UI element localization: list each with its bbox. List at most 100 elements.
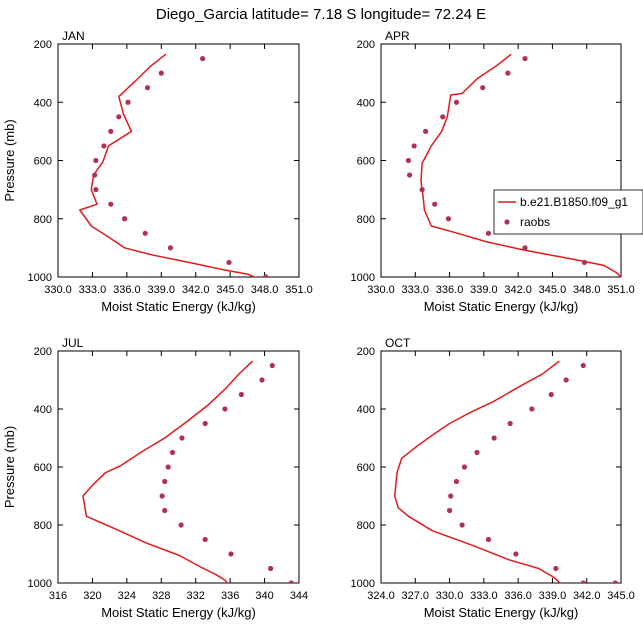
panel-jul-plot-area [82, 360, 294, 583]
panel-jul-xtick-label: 320 [83, 590, 101, 602]
panel-oct-xtick-label: 339.0 [539, 590, 567, 602]
panel-apr-raobs-point [522, 245, 528, 251]
panel-jan-raobs-point [226, 259, 232, 266]
panel-oct-raobs-point [553, 565, 559, 572]
panel-apr-xtick-label: 351.0 [607, 284, 635, 296]
panel-oct-raobs-point [485, 536, 492, 543]
panel-apr-raobs-point [581, 259, 588, 266]
panel-jul-label: JUL [62, 336, 84, 350]
panel-oct-raobs-point [612, 580, 618, 583]
panel-jan-ytick-label: 200 [34, 39, 52, 51]
panel-jan-raobs-point [144, 85, 151, 91]
panel-apr-raobs-point [419, 187, 425, 193]
panel-oct-raobs-point [446, 507, 453, 514]
panel-jul-raobs-point [159, 493, 165, 499]
panel-jan-raobs-point [167, 245, 174, 251]
panel-jul-raobs-point [228, 551, 234, 557]
panel-apr-ytick-label: 800 [357, 214, 375, 226]
panel-jul-raobs-point [162, 478, 168, 485]
panel-apr-raobs-point [411, 143, 417, 149]
panel-jul-ytick-label: 1000 [28, 578, 52, 590]
panel-jul-frame [57, 350, 300, 584]
panel-apr-xtick-label: 336.0 [436, 284, 464, 296]
panel-oct-ytick-label: 800 [357, 520, 375, 532]
panel-jul-raobs-point [269, 362, 275, 369]
panel-oct-raobs-point [474, 449, 480, 456]
panel-jan-raobs-point [200, 55, 206, 62]
panel-jul-xtick-label: 344 [290, 590, 308, 602]
panel-jan-raobs-point [108, 201, 114, 207]
panel-jan-xtick-label: 348.0 [251, 284, 279, 296]
legend-model-label: b.e21.B1850.f09_g1 [520, 195, 628, 209]
panel-oct-xtick-label: 333.0 [470, 590, 498, 602]
panel-jan-ytick-label: 800 [34, 214, 52, 226]
panel-apr-model-line [420, 53, 621, 277]
panel-jan-xtick-label: 342.0 [182, 284, 210, 296]
panel-jan-raobs-point [125, 99, 131, 105]
panel-oct-xtick-label: 327.0 [402, 590, 430, 602]
panel-oct-ytick-label: 600 [357, 462, 375, 474]
panel-jul-xtick-label: 332 [187, 590, 205, 602]
panel-jan: JAN 330.0 333.0 336.0 339.0 342.0 345.0 348.0 35… [2, 29, 313, 314]
panel-oct-raobs-point [459, 522, 465, 528]
panel-oct-raobs-point [563, 377, 569, 383]
panel-apr-xtick-label: 345.0 [539, 284, 567, 296]
panel-apr-plot-area [405, 53, 621, 277]
panel-jul-raobs-point [202, 420, 208, 427]
panel-jul-ytick-label: 200 [34, 346, 52, 358]
panel-oct-ytick-label: 1000 [351, 578, 375, 590]
panel-jan-model-line [79, 53, 257, 277]
panel-jul-raobs-point [169, 449, 176, 456]
panel-oct-model-line [393, 360, 562, 583]
panel-oct-raobs-point [548, 391, 554, 398]
panel-apr-raobs-point [405, 157, 412, 164]
panel-jan-xlabel: Moist Static Energy (kJ/kg) [101, 299, 256, 314]
panel-oct-raobs-point [507, 420, 513, 427]
panel-apr-xtick-label: 333.0 [402, 284, 430, 296]
panel-oct-label: OCT [385, 336, 411, 350]
panel-oct-raobs-point [580, 362, 586, 369]
panel-apr-raobs-point [453, 99, 460, 105]
panel-oct-raobs-point [513, 551, 519, 557]
panel-jul-xtick-label: 340 [255, 590, 273, 602]
panel-oct-frame [380, 350, 622, 584]
panel-jul-raobs-point [162, 507, 168, 514]
panel-oct-raobs-point [529, 406, 535, 412]
panel-oct-xlabel: Moist Static Energy (kJ/kg) [424, 605, 579, 620]
panel-jan-xtick-label: 339.0 [148, 284, 176, 296]
panel-jul-raobs-point [288, 580, 294, 583]
panel-jul-raobs-point [165, 464, 171, 470]
panel-jul-ytick-label: 600 [34, 462, 52, 474]
legend-raobs-label: raobs [520, 215, 550, 229]
panel-apr-ytick-label: 400 [357, 97, 375, 109]
panel-jan-xtick-label: 345.0 [216, 284, 244, 296]
panel-apr-xtick-label: 339.0 [470, 284, 498, 296]
panel-jul-raobs-point [222, 406, 228, 412]
panel-jul-raobs-point [259, 377, 265, 383]
panel-jan-raobs-point [121, 216, 128, 222]
panel-jan-raobs-point [263, 274, 269, 277]
panel-apr-raobs-point [440, 114, 446, 120]
panel-apr-label: APR [385, 29, 410, 43]
panel-jan-raobs-point [92, 172, 98, 178]
panel-jul-raobs-point [202, 536, 208, 543]
panel-apr-ytick-label: 1000 [351, 272, 375, 284]
panel-jan-ytick-label: 600 [34, 156, 52, 168]
panel-jul-model-line [82, 360, 254, 583]
panel-jan-xtick-label: 351.0 [285, 284, 313, 296]
panel-oct-ytick-label: 200 [357, 346, 375, 358]
panel-jul-raobs-point [238, 391, 244, 398]
panel-apr-ytick-label: 200 [357, 39, 375, 51]
panel-jan-xtick-label: 333.0 [79, 284, 107, 296]
panel-apr-xtick-label: 348.0 [573, 284, 601, 296]
panel-oct-ytick-label: 400 [357, 404, 375, 416]
panels-group: JAN 330.0 333.0 336.0 339.0 342.0 345.0 348.0 35… [2, 29, 635, 620]
panel-jan-raobs-point [158, 70, 164, 76]
panel-jan-ylabel: Pressure (mb) [2, 119, 17, 201]
panel-jan-raobs-point [116, 114, 122, 120]
panel-oct-raobs-point [580, 580, 586, 583]
panel-jan-xtick-label: 336.0 [113, 284, 141, 296]
legend-raobs-swatch [504, 219, 510, 225]
panel-jan-raobs-point [101, 143, 107, 149]
